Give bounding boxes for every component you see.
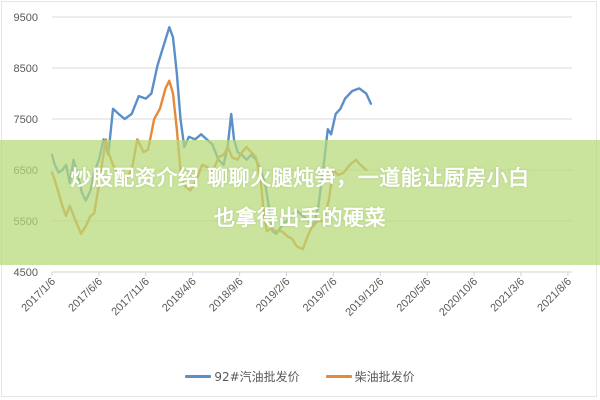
legend-label: 柴油批发价 [354,370,415,384]
legend-swatch-icon [325,375,352,378]
x-tick-label: 2017/11/6 [109,276,152,319]
x-tick-label: 2020/10/6 [437,276,480,319]
x-tick-label: 2020/5/6 [395,276,434,315]
headline-overlay-band [0,140,600,265]
y-tick-label: 9500 [14,12,38,24]
headline-overlay: 炒股配资介绍 聊聊火腿炖笋，一道能让厨房小白 也拿得出手的硬菜 [0,158,600,238]
x-tick-label: 2018/9/6 [207,276,246,315]
y-tick-label: 7500 [14,114,38,126]
x-axis: 2017/1/6 2017/6/6 2017/11/6 2018/4/6 2018/9/… [19,272,574,319]
legend-swatch-icon [185,375,212,378]
headline-line-2: 也拿得出手的硬菜 [214,206,386,230]
legend-item-gasoline[interactable]: 92#汽油批发价 [185,368,300,385]
x-tick-label: 2019/12/6 [343,276,386,319]
legend-label: 92#汽油批发价 [214,370,300,384]
x-tick-label: 2019/7/6 [301,276,340,315]
x-tick-label: 2017/1/6 [19,276,58,315]
chart-legend: 92#汽油批发价 柴油批发价 [0,368,600,385]
x-tick-label: 2021/3/6 [488,276,527,315]
y-tick-label: 4500 [14,267,38,279]
x-tick-label: 2018/4/6 [160,276,199,315]
headline-line-1: 炒股配资介绍 聊聊火腿炖笋，一道能让厨房小白 [70,166,530,190]
x-tick-label: 2017/6/6 [66,276,105,315]
x-tick-label: 2019/2/6 [254,276,293,315]
legend-item-diesel[interactable]: 柴油批发价 [325,368,415,385]
y-tick-label: 8500 [14,63,38,75]
x-tick-label: 2021/8/6 [535,276,574,315]
